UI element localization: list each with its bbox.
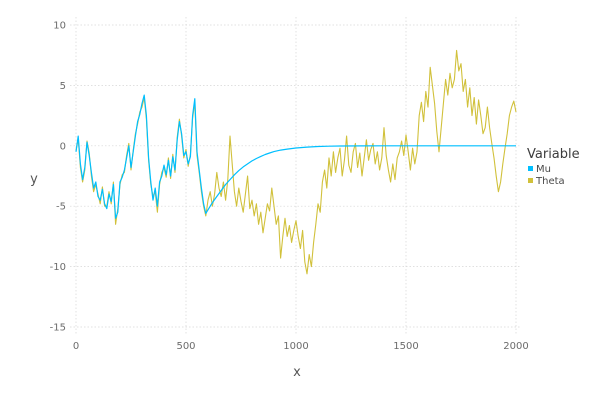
legend-label-theta: Theta: [535, 176, 565, 187]
y-tick-label: -10: [50, 262, 66, 273]
legend-swatch-mu: [528, 166, 533, 171]
y-tick-label: 0: [60, 141, 66, 152]
y-axis-title: y: [30, 172, 38, 187]
y-tick-label: -5: [56, 202, 66, 213]
legend-swatch-theta: [528, 178, 533, 183]
y-tick-label: 5: [60, 81, 66, 92]
x-axis-title: x: [293, 365, 301, 380]
y-tick-label: 10: [53, 21, 66, 32]
series-line-mu: [75, 94, 516, 219]
x-tick-labels: 0 500 1000 1500 2000: [73, 341, 529, 352]
legend-title: Variable: [527, 147, 580, 162]
y-tick-labels: -15 -10 -5 0 5 10: [50, 21, 66, 334]
x-tick-label: 500: [176, 341, 195, 352]
x-tick-label: 0: [73, 341, 79, 352]
y-tick-label: -15: [50, 323, 66, 334]
x-tick-label: 2000: [503, 341, 528, 352]
legend-label-mu: Mu: [536, 164, 551, 175]
grid: [70, 17, 520, 335]
series-layer: [75, 49, 517, 275]
x-tick-label: 1500: [393, 341, 418, 352]
x-tick-label: 1000: [283, 341, 308, 352]
